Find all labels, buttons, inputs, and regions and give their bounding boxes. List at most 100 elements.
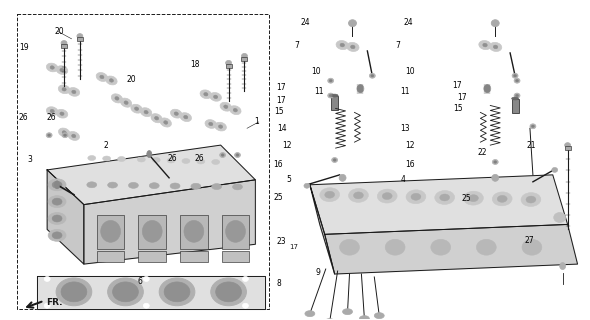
Bar: [97, 214, 124, 249]
Ellipse shape: [155, 116, 159, 120]
Ellipse shape: [305, 311, 315, 316]
Ellipse shape: [96, 73, 107, 81]
Ellipse shape: [52, 232, 62, 239]
Bar: [139, 251, 166, 262]
Ellipse shape: [144, 110, 148, 114]
Ellipse shape: [512, 97, 519, 100]
Ellipse shape: [514, 78, 520, 83]
Polygon shape: [37, 276, 266, 309]
Ellipse shape: [115, 97, 119, 100]
Ellipse shape: [120, 98, 132, 107]
Ellipse shape: [180, 113, 192, 122]
Ellipse shape: [100, 75, 104, 79]
Ellipse shape: [101, 220, 120, 242]
Ellipse shape: [492, 192, 512, 206]
Ellipse shape: [479, 41, 491, 50]
Ellipse shape: [106, 76, 117, 85]
Bar: [61, 44, 67, 48]
Ellipse shape: [494, 161, 497, 163]
Ellipse shape: [514, 93, 520, 98]
Ellipse shape: [236, 154, 239, 156]
Ellipse shape: [320, 188, 340, 202]
Ellipse shape: [140, 108, 152, 116]
Ellipse shape: [554, 212, 566, 222]
Bar: [565, 146, 571, 150]
Text: 17: 17: [276, 96, 286, 105]
Ellipse shape: [209, 122, 213, 126]
Ellipse shape: [483, 43, 487, 47]
Ellipse shape: [225, 220, 245, 242]
Text: 26: 26: [194, 154, 204, 163]
Ellipse shape: [224, 105, 228, 108]
Ellipse shape: [48, 229, 66, 241]
Text: 26: 26: [47, 113, 56, 122]
Text: 15: 15: [274, 107, 284, 116]
Ellipse shape: [71, 134, 76, 138]
Ellipse shape: [230, 106, 241, 115]
Ellipse shape: [200, 90, 212, 99]
Ellipse shape: [107, 278, 143, 306]
Ellipse shape: [233, 108, 237, 112]
Ellipse shape: [349, 20, 356, 27]
Ellipse shape: [464, 191, 483, 205]
Ellipse shape: [72, 90, 76, 94]
Text: 24: 24: [301, 19, 310, 28]
Ellipse shape: [160, 118, 171, 127]
Ellipse shape: [340, 43, 345, 47]
Ellipse shape: [532, 125, 535, 128]
Ellipse shape: [350, 45, 355, 49]
Ellipse shape: [143, 276, 149, 281]
Ellipse shape: [440, 194, 450, 201]
Ellipse shape: [232, 184, 242, 190]
Ellipse shape: [50, 109, 54, 113]
Polygon shape: [47, 170, 84, 264]
Bar: [222, 251, 250, 262]
Bar: [331, 96, 338, 110]
Ellipse shape: [46, 133, 52, 138]
Ellipse shape: [147, 151, 152, 157]
Ellipse shape: [565, 143, 571, 148]
Ellipse shape: [151, 114, 162, 123]
Ellipse shape: [159, 278, 195, 306]
Ellipse shape: [516, 94, 519, 97]
Text: 23: 23: [276, 237, 286, 246]
Text: FR.: FR.: [46, 298, 63, 307]
Ellipse shape: [58, 128, 70, 137]
Text: 17: 17: [289, 244, 298, 250]
Ellipse shape: [431, 239, 451, 255]
Text: 15: 15: [453, 104, 463, 113]
Ellipse shape: [87, 182, 97, 188]
Ellipse shape: [109, 79, 113, 82]
Ellipse shape: [497, 196, 507, 202]
Ellipse shape: [339, 174, 346, 181]
Ellipse shape: [204, 92, 208, 96]
Ellipse shape: [324, 191, 335, 198]
Ellipse shape: [64, 134, 67, 136]
Ellipse shape: [62, 88, 66, 91]
Ellipse shape: [56, 66, 68, 75]
Ellipse shape: [336, 41, 349, 50]
Ellipse shape: [137, 157, 145, 162]
Bar: [97, 251, 124, 262]
Ellipse shape: [220, 102, 231, 111]
Text: 27: 27: [525, 236, 535, 245]
Text: 7: 7: [294, 41, 299, 50]
Ellipse shape: [191, 183, 201, 189]
Text: 10: 10: [405, 67, 415, 76]
Ellipse shape: [171, 109, 182, 118]
Ellipse shape: [62, 133, 68, 138]
Text: 17: 17: [276, 83, 286, 92]
Bar: [512, 99, 519, 113]
Ellipse shape: [406, 190, 426, 204]
Ellipse shape: [103, 156, 110, 161]
Ellipse shape: [44, 303, 50, 308]
Text: 2: 2: [103, 141, 108, 150]
Ellipse shape: [522, 239, 542, 255]
Ellipse shape: [343, 309, 352, 315]
Bar: [180, 214, 208, 249]
Ellipse shape: [212, 184, 222, 189]
Bar: [139, 214, 166, 249]
Ellipse shape: [329, 79, 332, 82]
Ellipse shape: [214, 95, 218, 99]
Ellipse shape: [476, 239, 496, 255]
